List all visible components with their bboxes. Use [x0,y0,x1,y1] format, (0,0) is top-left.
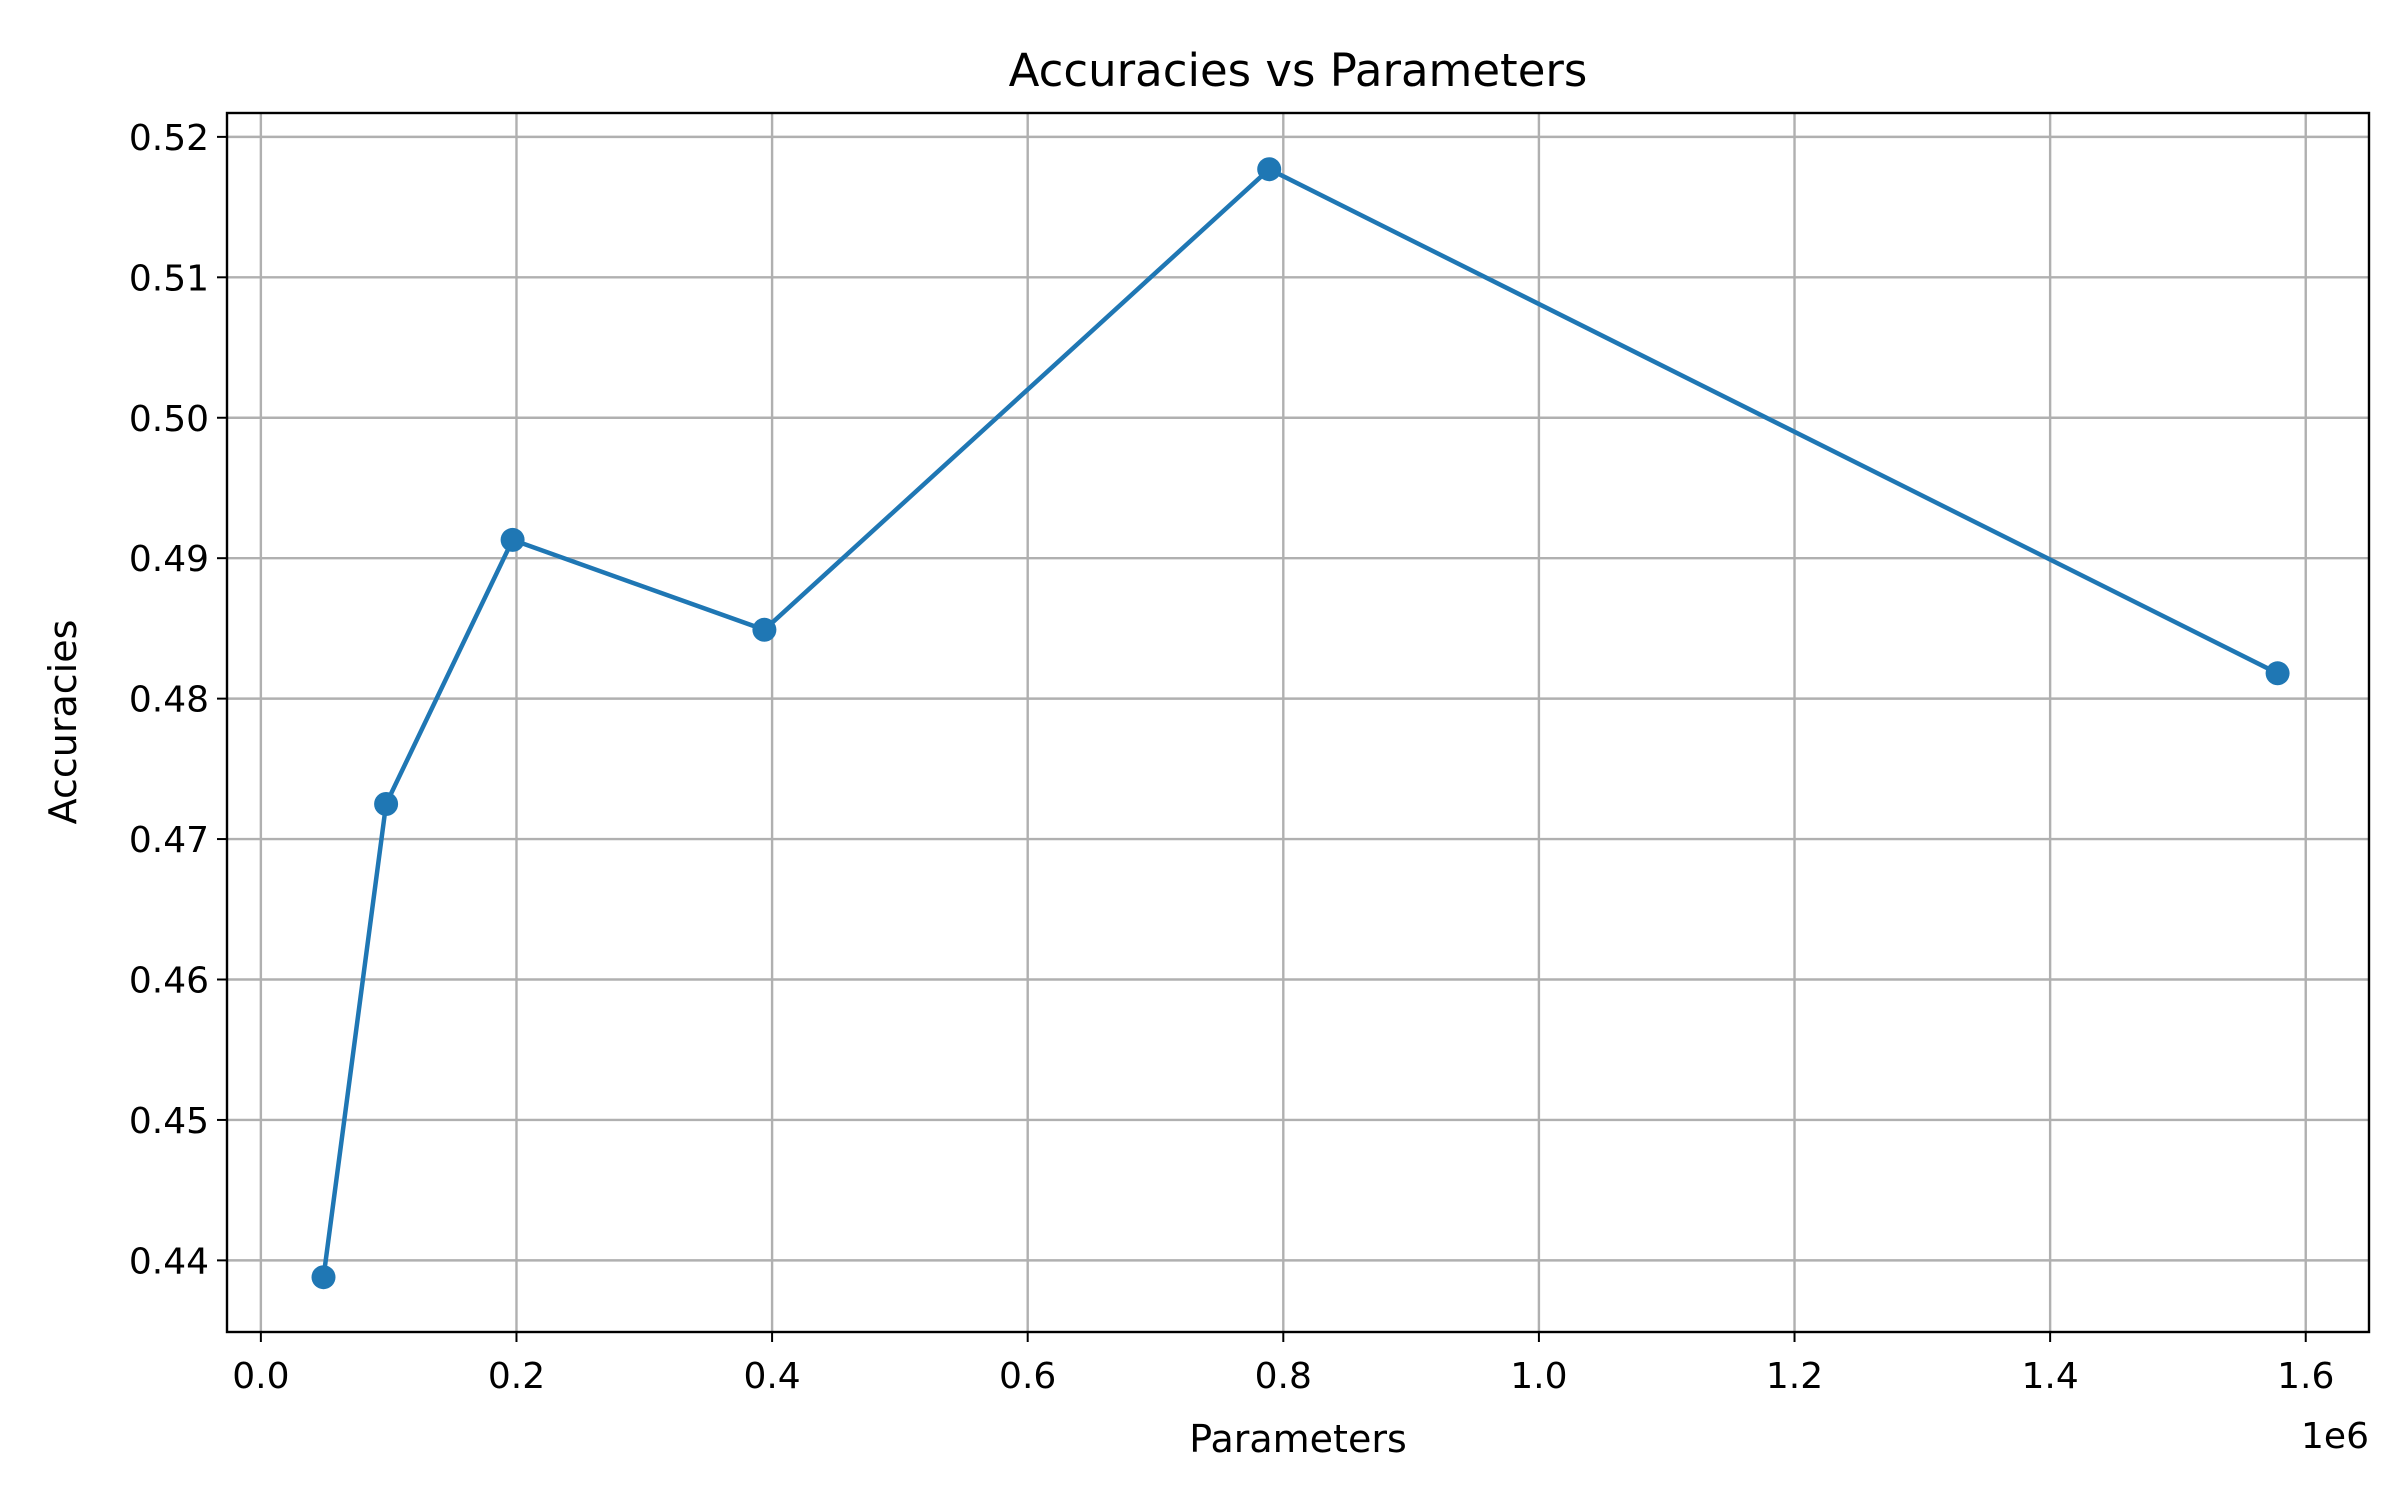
y-tick-label: 0.45 [129,1101,209,1142]
x-tick-label: 0.0 [232,1356,289,1397]
axis-ticks: 0.0 0.2 0.4 0.6 0.8 1.0 1.2 1.4 1.6 0.44 0.45 0.46 0… [129,118,2335,1397]
data-point [311,1265,336,1290]
data-point [374,792,399,816]
series-line [321,166,2280,1280]
plot-frame [225,111,2371,1334]
y-tick-label: 0.49 [129,539,209,580]
y-axis-label: Accuracies [41,620,85,825]
data-point [752,617,777,642]
x-tick-label: 1.4 [2021,1356,2078,1397]
data-point [500,527,525,552]
x-tick-label: 1.2 [1766,1356,1823,1397]
y-tick-label: 0.44 [129,1241,209,1282]
y-tick-label: 0.47 [129,820,209,861]
x-tick-label: 0.4 [743,1356,800,1397]
y-tick-label: 0.46 [129,961,209,1002]
data-point [2265,661,2290,686]
x-axis-offset-label: 1e6 [2301,1416,2369,1457]
x-axis-label: Parameters [1189,1417,1407,1461]
data-point [1257,157,1282,182]
x-tick-label: 0.8 [1255,1356,1312,1397]
x-tick-label: 1.6 [2277,1356,2334,1397]
chart-title: Accuracies vs Parameters [1009,44,1588,97]
x-tick-label: 0.2 [488,1356,545,1397]
y-tick-label: 0.52 [129,118,209,159]
y-tick-label: 0.48 [129,680,209,721]
x-tick-label: 0.6 [999,1356,1056,1397]
y-tick-label: 0.50 [129,399,209,440]
data-series [311,157,2290,1290]
grid [227,113,2369,1332]
x-tick-label: 1.0 [1510,1356,1567,1397]
y-tick-label: 0.51 [129,258,209,299]
